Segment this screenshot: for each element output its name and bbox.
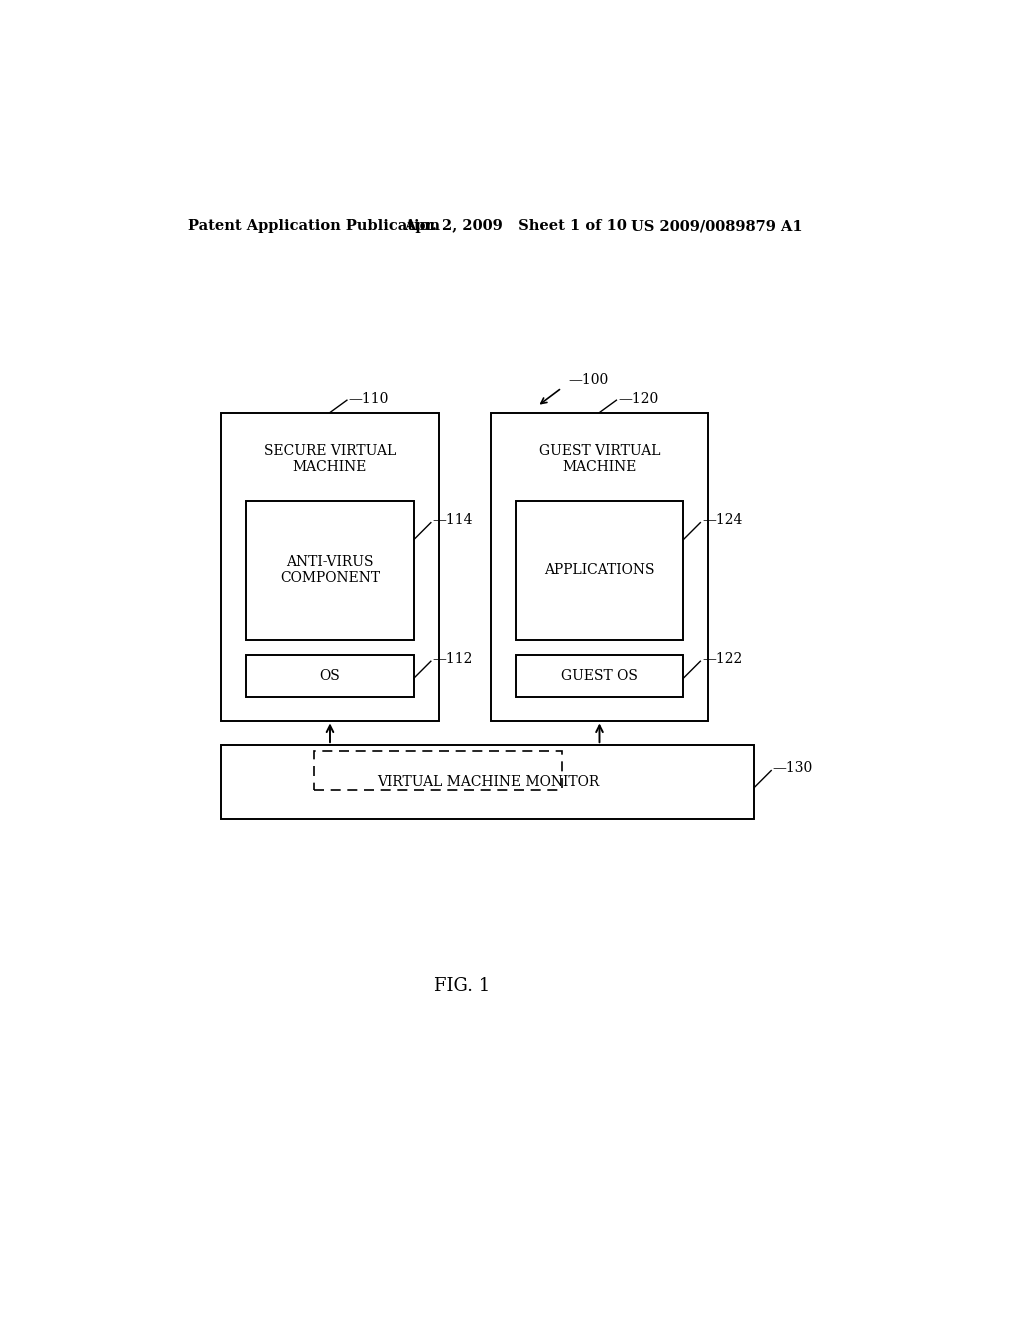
Text: —130: —130	[773, 762, 813, 775]
Bar	[515, 502, 683, 640]
Bar	[221, 744, 755, 818]
Text: Apr. 2, 2009   Sheet 1 of 10: Apr. 2, 2009 Sheet 1 of 10	[403, 219, 627, 234]
Bar	[221, 412, 438, 721]
Text: VIRTUAL MACHINE MONITOR: VIRTUAL MACHINE MONITOR	[377, 775, 599, 789]
Text: OS: OS	[319, 669, 340, 684]
Text: APPLICATIONS: APPLICATIONS	[544, 564, 654, 577]
Text: —112: —112	[432, 652, 473, 665]
Text: —100: —100	[568, 374, 608, 387]
Text: US 2009/0089879 A1: US 2009/0089879 A1	[631, 219, 803, 234]
Bar	[246, 655, 414, 697]
Text: FIG. 1: FIG. 1	[433, 977, 489, 995]
Bar	[313, 751, 562, 789]
Bar	[246, 502, 414, 640]
Text: —110: —110	[348, 392, 389, 405]
Text: GUEST OS: GUEST OS	[561, 669, 638, 684]
Text: SECURE VIRTUAL
MACHINE: SECURE VIRTUAL MACHINE	[264, 444, 396, 474]
Bar	[515, 655, 683, 697]
Text: Patent Application Publication: Patent Application Publication	[188, 219, 440, 234]
Text: —124: —124	[701, 513, 742, 527]
Text: —122: —122	[701, 652, 742, 665]
Text: —114: —114	[432, 513, 473, 527]
Bar	[490, 412, 708, 721]
Text: —120: —120	[617, 392, 658, 405]
Text: ANTI-VIRUS
COMPONENT: ANTI-VIRUS COMPONENT	[280, 556, 380, 586]
Text: GUEST VIRTUAL
MACHINE: GUEST VIRTUAL MACHINE	[539, 444, 660, 474]
